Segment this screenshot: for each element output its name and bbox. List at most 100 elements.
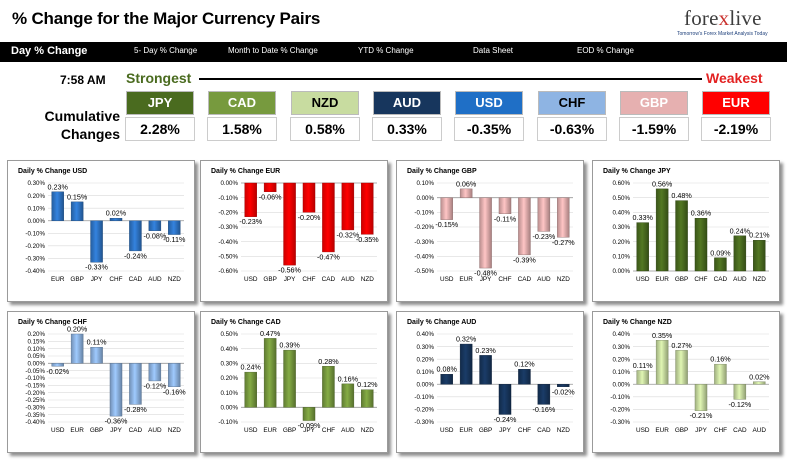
data-label: 0.15% (67, 192, 88, 201)
data-label: 0.16% (338, 374, 359, 383)
x-tick-label: GBP (70, 276, 84, 283)
x-tick-label: CAD (537, 427, 551, 434)
x-tick-label: CAD (129, 427, 143, 434)
bar-jpy (109, 363, 123, 417)
data-label: -0.56% (278, 266, 301, 275)
bar-nzd (361, 389, 374, 408)
y-tick-label: 0.30% (220, 361, 238, 368)
y-tick-label: -0.20% (218, 210, 238, 217)
y-tick-label: 0.30% (612, 344, 630, 351)
bar-eur (51, 191, 64, 221)
data-label: -0.23% (239, 217, 262, 226)
bar-usd (244, 182, 257, 217)
chart-panel-chf[interactable]: Daily % Change CHF -0.40% -0.35% -0.30% -0.2… (7, 311, 195, 453)
x-tick-label: CAD (322, 276, 336, 283)
y-tick-label: -0.60% (218, 268, 238, 275)
chart-chf: -0.40%-0.35%-0.30%-0.25%-0.20%-0.15%-0.1… (25, 325, 186, 435)
currency-change-jpy: 2.28% (125, 117, 195, 141)
y-tick-label: 0.10% (612, 369, 630, 376)
forexlive-logo[interactable]: forexlive Tomorrow's Forex Market Analys… (676, 6, 774, 38)
y-tick-label: 0.00% (612, 381, 630, 388)
x-tick-label: GBP (675, 427, 689, 434)
data-label: 0.27% (671, 341, 692, 350)
y-tick-label: 0.20% (416, 356, 434, 363)
chart-panel-jpy[interactable]: Daily % Change JPY 0.00% 0.10% 0.20% 0.30% 0.… (592, 160, 780, 302)
x-tick-label: CHF (714, 427, 727, 434)
currency-change-eur: -2.19% (701, 117, 771, 141)
y-tick-label: -0.10% (25, 230, 45, 237)
x-tick-label: NZD (557, 427, 571, 434)
currency-box-aud: AUD (373, 91, 441, 115)
data-label: -0.15% (435, 220, 458, 229)
x-tick-label: NZD (168, 427, 182, 434)
y-tick-label: -0.35% (25, 412, 45, 419)
data-label: -0.33% (85, 263, 108, 272)
data-label: -0.08% (143, 231, 166, 240)
chart-panel-aud[interactable]: Daily % Change AUD -0.30% -0.20% -0.10% 0.00… (396, 311, 584, 453)
chart-panel-usd[interactable]: Daily % Change USD -0.40% -0.30% -0.20% -0.1… (7, 160, 195, 302)
chart-panel-cad[interactable]: Daily % Change CAD -0.10% 0.00% 0.10% 0.20% 0… (200, 311, 388, 453)
data-label: 0.39% (279, 341, 300, 350)
weakest-label: Weakest (706, 70, 763, 86)
x-tick-label: AUD (341, 427, 355, 434)
y-tick-label: -0.10% (218, 195, 238, 202)
nav-data-sheet[interactable]: Data Sheet (473, 46, 514, 55)
chart-panel-gbp[interactable]: Daily % Change GBP -0.50% -0.40% -0.30% -0.2… (396, 160, 584, 302)
x-tick-label: JPY (110, 427, 122, 434)
y-tick-label: 0.00% (416, 381, 434, 388)
chart-panel-eur[interactable]: Daily % Change EUR -0.60% -0.50% -0.40% -0.3… (200, 160, 388, 302)
x-tick-label: USD (440, 427, 454, 434)
logo-tagline: Tomorrow's Forex Market Analysis Today (677, 31, 768, 37)
data-label: 0.06% (456, 179, 477, 188)
x-tick-label: CAD (129, 276, 143, 283)
y-tick-label: 0.40% (416, 331, 434, 338)
y-tick-label: -0.25% (25, 397, 45, 404)
y-tick-label: 0.10% (612, 254, 630, 261)
bar-eur (70, 333, 84, 364)
x-tick-label: NZD (557, 276, 571, 283)
data-label: -0.02% (552, 387, 575, 396)
y-tick-label: 0.20% (612, 239, 630, 246)
x-tick-label: AUD (341, 276, 355, 283)
data-label: 0.32% (456, 335, 477, 344)
currency-change-usd: -0.35% (454, 117, 524, 141)
y-tick-label: 0.00% (416, 195, 434, 202)
y-tick-label: 0.20% (27, 331, 45, 338)
y-tick-label: -0.30% (25, 405, 45, 412)
y-tick-label: 0.40% (612, 331, 630, 338)
nav-day-change[interactable]: Day % Change (11, 45, 88, 57)
y-tick-label: 0.00% (27, 218, 45, 225)
nav-ytd-change[interactable]: YTD % Change (358, 46, 414, 55)
nav-month-change[interactable]: Month to Date % Change (228, 46, 318, 55)
x-tick-label: EUR (459, 276, 473, 283)
bar-gbp (479, 355, 492, 385)
y-tick-label: 0.10% (416, 180, 434, 187)
x-tick-label: GBP (263, 276, 277, 283)
x-tick-label: JPY (499, 427, 511, 434)
x-tick-label: JPY (284, 276, 296, 283)
data-label: 0.23% (48, 182, 69, 191)
cumulative-changes-label: Cumulative Changes (44, 108, 120, 142)
x-tick-label: CHF (109, 276, 122, 283)
data-label: 0.24% (730, 226, 751, 235)
y-tick-label: 0.10% (27, 346, 45, 353)
data-label: -0.36% (105, 417, 128, 426)
data-label: -0.39% (513, 255, 536, 264)
x-tick-label: JPY (91, 276, 103, 283)
data-label: -0.16% (532, 405, 555, 414)
x-tick-label: AUD (753, 427, 767, 434)
nav-5day-change[interactable]: 5- Day % Change (134, 46, 198, 55)
y-tick-label: -0.30% (414, 419, 434, 426)
bar-chf (109, 218, 123, 221)
y-tick-label: -0.15% (25, 383, 45, 390)
currency-box-gbp: GBP (620, 91, 688, 115)
chart-panel-nzd[interactable]: Daily % Change NZD -0.30% -0.20% -0.10% 0.00… (592, 311, 780, 453)
bar-gbp (70, 201, 84, 221)
chart-title: Daily % Change EUR (211, 168, 281, 175)
nav-eod-change[interactable]: EOD % Change (577, 46, 634, 55)
data-label: 0.02% (106, 209, 127, 218)
data-label: -0.16% (163, 387, 186, 396)
y-tick-label: -0.40% (25, 268, 45, 275)
x-tick-label: GBP (90, 427, 104, 434)
x-tick-label: EUR (459, 427, 473, 434)
